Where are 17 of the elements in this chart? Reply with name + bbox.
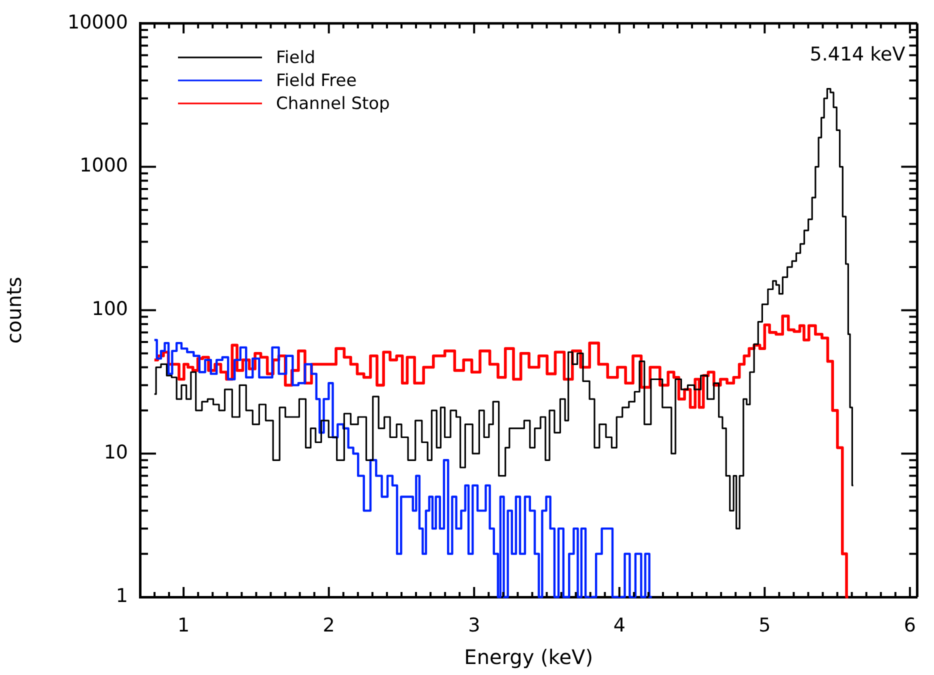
y-tick-label: 1 [116,584,128,607]
y-tick-label: 10 [104,442,128,464]
x-axis-title: Energy (keV) [464,645,594,670]
y-tick-label: 10000 [68,11,128,34]
y-axis-title: counts [2,276,26,344]
legend-label: Field [276,48,316,68]
x-tick-label: 2 [322,614,335,636]
x-tick-label: 6 [904,614,916,636]
annotation: 5.414 keV [810,43,906,66]
x-tick-label: 1 [178,614,190,636]
legend-label: Field Free [276,70,357,91]
legend-label: Channel Stop [276,94,390,114]
y-tick-label: 1000 [80,154,128,177]
x-tick-label: 5 [758,614,771,636]
y-tick-label: 100 [92,298,128,320]
x-tick-label: 3 [468,614,480,636]
x-tick-label: 4 [613,614,626,636]
